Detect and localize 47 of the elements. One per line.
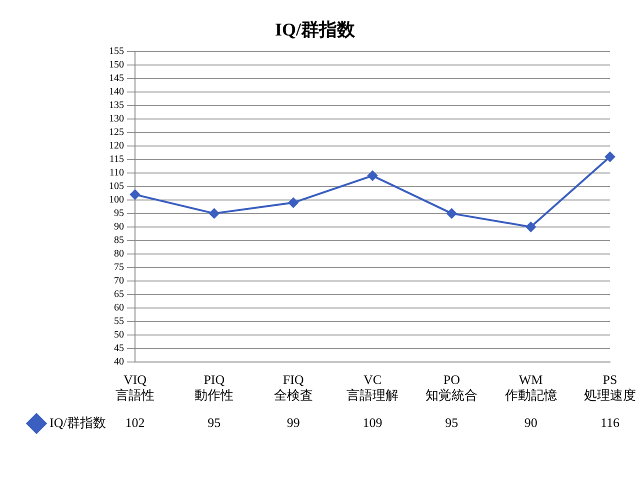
y-tick-label: 55 <box>114 316 124 327</box>
y-tick-label: 125 <box>109 127 124 138</box>
data-label: 116 <box>600 415 620 430</box>
y-tick-label: 110 <box>109 168 124 179</box>
y-tick-label: 95 <box>114 208 124 220</box>
point <box>130 190 140 200</box>
x-tick-label: PIQ 動作性 <box>194 372 234 403</box>
y-tick-label: 40 <box>114 356 124 368</box>
y-tick-label: 135 <box>109 100 124 112</box>
x-tick-label: WM 作動記憶 <box>504 372 557 403</box>
y-tick-label: 130 <box>109 114 124 125</box>
x-tick-label: VIQ 言語性 <box>116 372 154 403</box>
x-tick-label: VC 言語理解 <box>346 372 398 403</box>
point <box>209 208 220 218</box>
y-tick-label: 45 <box>114 342 124 354</box>
data-label: 99 <box>286 415 300 430</box>
data-label: 90 <box>524 415 538 430</box>
point <box>288 198 298 208</box>
legend-label: IQ/群指数 <box>50 414 106 430</box>
y-tick-label: 100 <box>109 194 124 206</box>
data-label: 95 <box>445 415 458 430</box>
y-tick-label: 150 <box>109 60 124 71</box>
data-label: 95 <box>208 415 221 430</box>
y-tick-label: 60 <box>114 302 124 314</box>
point <box>368 170 378 181</box>
data-label: 109 <box>362 415 382 430</box>
y-tick-label: 145 <box>109 73 124 84</box>
y-tick-label: 155 <box>109 46 124 58</box>
y-tick-label: 120 <box>109 140 124 152</box>
y-tick-label: 50 <box>114 329 124 340</box>
point <box>605 152 615 162</box>
y-tick-label: 65 <box>114 288 124 300</box>
point <box>526 222 536 232</box>
y-tick-label: 115 <box>109 154 124 166</box>
y-tick-label: 85 <box>114 235 124 246</box>
chart-title: IQ/群指数 <box>274 19 356 40</box>
data-label: 102 <box>125 415 145 430</box>
point <box>446 208 457 218</box>
y-tick-label: 105 <box>109 181 124 192</box>
x-tick-label: PS 処理速度 <box>584 372 636 403</box>
y-tick-label: 140 <box>109 86 124 98</box>
x-tick-label: PO 知覚統合 <box>426 372 478 403</box>
y-tick-label: 75 <box>114 262 124 274</box>
x-tick-label: FIQ 全検査 <box>274 372 313 403</box>
y-tick-label: 80 <box>114 248 124 260</box>
y-tick-label: 90 <box>114 222 124 233</box>
y-tick-label: 70 <box>114 276 124 287</box>
